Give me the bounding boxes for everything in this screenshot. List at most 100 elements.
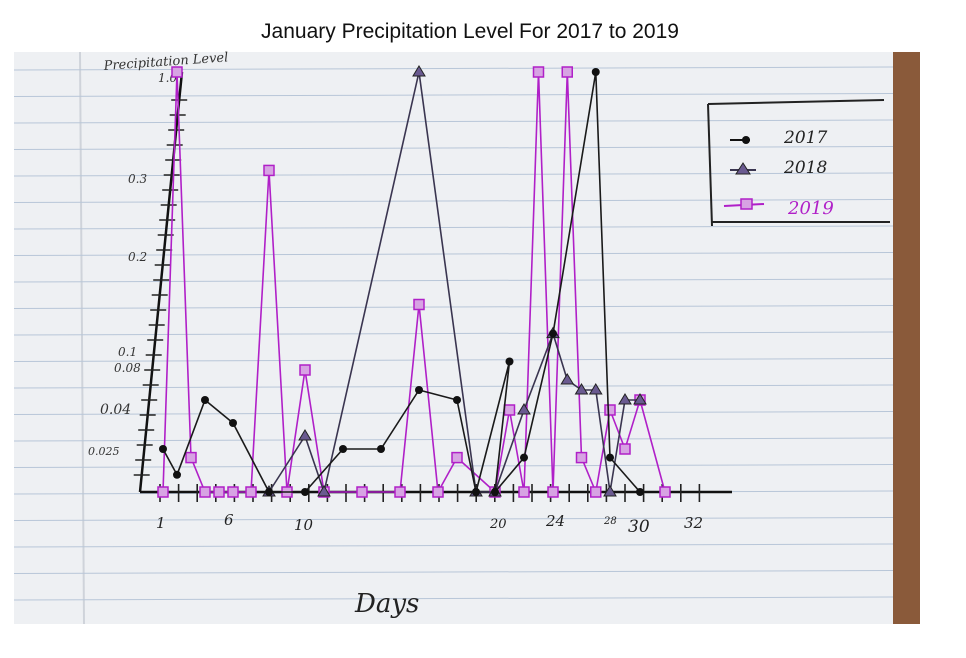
ruled-line xyxy=(13,358,894,362)
data-point xyxy=(547,486,559,498)
series-line-2017 xyxy=(162,71,641,493)
data-point xyxy=(356,486,368,498)
data-point xyxy=(619,443,631,455)
data-point xyxy=(636,488,644,496)
ruled-line xyxy=(13,543,894,548)
data-point xyxy=(263,164,275,177)
data-point xyxy=(229,419,237,427)
ruled-line xyxy=(13,225,894,230)
ruled-line xyxy=(13,411,894,415)
x-tick-label: 24 xyxy=(545,512,565,530)
y-tick-label: 0.08 xyxy=(114,361,141,375)
x-tick-label: 1 xyxy=(156,514,166,532)
series-layer xyxy=(157,65,671,498)
x-tick-label: 10 xyxy=(294,516,314,534)
ruled-line xyxy=(13,437,894,442)
data-point xyxy=(575,451,588,464)
data-point xyxy=(301,488,309,496)
y-tick-label: 0.025 xyxy=(88,445,120,458)
ruled-line xyxy=(13,517,894,521)
x-tick-label: 30 xyxy=(628,517,650,537)
desk-edge xyxy=(893,52,920,624)
legend: 2017 2018 2019 xyxy=(707,99,890,227)
data-point xyxy=(659,486,671,498)
ruled-line xyxy=(13,119,894,124)
legend-label-2017: 2017 xyxy=(783,128,827,148)
legend-label-2019: 2019 xyxy=(787,198,834,219)
y-tick-label: 0.2 xyxy=(128,250,147,264)
ruled-line xyxy=(13,252,894,256)
data-point xyxy=(491,488,499,496)
data-point xyxy=(377,445,385,453)
data-point xyxy=(560,373,575,385)
data-point xyxy=(451,451,463,464)
x-tick-labels: 1 6 10 20 24 28 30 32 xyxy=(156,511,703,537)
data-point xyxy=(505,357,514,366)
x-tick-label: 6 xyxy=(224,511,234,529)
ruled-line xyxy=(13,331,894,336)
data-point xyxy=(317,485,331,497)
data-point xyxy=(633,393,647,405)
ruled-line xyxy=(13,305,894,309)
ruled-line xyxy=(13,596,894,601)
ruled-line xyxy=(13,464,894,468)
data-point xyxy=(394,486,406,498)
y-tick-label: 0.04 xyxy=(100,402,131,418)
data-point xyxy=(213,486,225,498)
paper-binding-edge xyxy=(79,51,85,625)
data-point xyxy=(159,445,167,453)
x-tick-label: 20 xyxy=(489,517,507,532)
series-2019 xyxy=(157,66,671,498)
legend-marker-2017 xyxy=(742,136,750,144)
data-point xyxy=(298,429,312,441)
y-tick-label: 0.3 xyxy=(128,172,147,186)
y-minor-ticks xyxy=(133,99,188,476)
series-2017 xyxy=(159,68,644,496)
data-point xyxy=(574,383,589,395)
series-line-2018 xyxy=(268,71,640,493)
data-point xyxy=(171,66,183,78)
data-point xyxy=(339,445,347,453)
data-point xyxy=(227,486,239,498)
data-point xyxy=(591,68,600,76)
data-point xyxy=(503,404,516,416)
data-point xyxy=(517,403,531,415)
data-point xyxy=(157,486,169,498)
data-point xyxy=(453,396,461,404)
series-line-2019 xyxy=(162,71,666,493)
legend-frame xyxy=(707,103,713,227)
data-point xyxy=(199,486,211,498)
data-point xyxy=(606,453,614,462)
ruled-line xyxy=(13,66,894,71)
x-axis-label: Days xyxy=(354,589,419,619)
data-point xyxy=(603,485,617,497)
data-point xyxy=(520,453,528,462)
data-point xyxy=(415,386,423,394)
data-point xyxy=(413,298,425,311)
data-point xyxy=(604,404,616,416)
data-point xyxy=(532,66,545,78)
data-point xyxy=(561,66,573,78)
data-point xyxy=(173,470,181,479)
data-point xyxy=(549,329,557,338)
data-point xyxy=(299,364,311,376)
legend-label-2018: 2018 xyxy=(783,158,827,178)
legend-frame xyxy=(707,99,885,105)
data-point xyxy=(412,65,426,77)
data-point xyxy=(265,488,273,496)
x-tick-label: 32 xyxy=(684,514,703,532)
ruled-line xyxy=(13,570,894,574)
data-point xyxy=(185,451,197,464)
data-point xyxy=(432,486,444,498)
data-point xyxy=(618,393,632,405)
ruled-line xyxy=(13,93,894,97)
data-point xyxy=(472,488,480,496)
ruled-line xyxy=(13,146,894,150)
y-tick-label: 0.1 xyxy=(118,345,137,359)
chart-title: January Precipitation Level For 2017 to … xyxy=(261,20,679,43)
legend-marker-2018 xyxy=(735,162,751,175)
data-point xyxy=(201,396,209,404)
ruled-line xyxy=(13,384,894,389)
data-point xyxy=(590,486,602,498)
